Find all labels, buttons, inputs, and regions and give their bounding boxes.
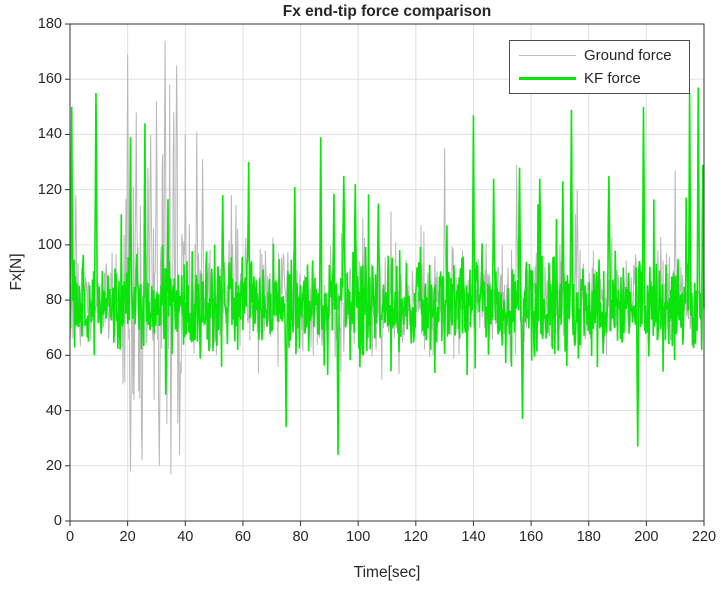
- legend-label-ground-force: Ground force: [584, 47, 672, 64]
- y-axis-label: Fx[N]: [8, 253, 25, 291]
- legend-item-kf-force: KF force: [510, 70, 689, 87]
- series-ground-force-path: [69, 40, 705, 475]
- y-tick-label: 40: [45, 402, 62, 419]
- y-tick-label: 120: [37, 181, 62, 198]
- ground-force-line-sample: [519, 55, 576, 56]
- x-tick-label: 120: [403, 529, 428, 545]
- x-tick-label: 0: [65, 529, 75, 545]
- x-tick-label: 100: [346, 529, 371, 545]
- y-tick-label: 100: [37, 236, 62, 253]
- legend-label-kf-force: KF force: [584, 70, 641, 87]
- x-tick-label: 40: [177, 529, 194, 545]
- x-tick-label: 20: [119, 529, 136, 545]
- y-tick-label: 180: [37, 16, 62, 32]
- plot-border: [69, 23, 705, 522]
- kf-force-line-sample: [519, 77, 576, 80]
- x-tick-label: 80: [292, 529, 309, 545]
- y-tick-label: 0: [53, 513, 62, 529]
- y-tick-label: 140: [37, 126, 62, 143]
- x-tick-label: 180: [576, 529, 601, 545]
- x-axis-label: Time[sec]: [353, 564, 421, 581]
- y-tick-label: 160: [37, 71, 62, 88]
- legend-item-ground-force: Ground force: [510, 47, 689, 64]
- x-tick-label: 160: [518, 529, 544, 545]
- x-tick-label: 200: [634, 529, 659, 545]
- series-kf-force-path: [69, 87, 705, 455]
- x-tick-label: 220: [691, 529, 717, 545]
- x-tick-label: 60: [234, 529, 251, 545]
- legend: Ground force KF force: [509, 40, 690, 94]
- plot-title: Fx end-tip force comparison: [282, 3, 492, 20]
- y-tick-label: 60: [45, 347, 62, 364]
- x-tick-label: 140: [461, 529, 486, 545]
- y-tick-label: 20: [45, 457, 62, 474]
- y-tick-label: 80: [45, 292, 62, 309]
